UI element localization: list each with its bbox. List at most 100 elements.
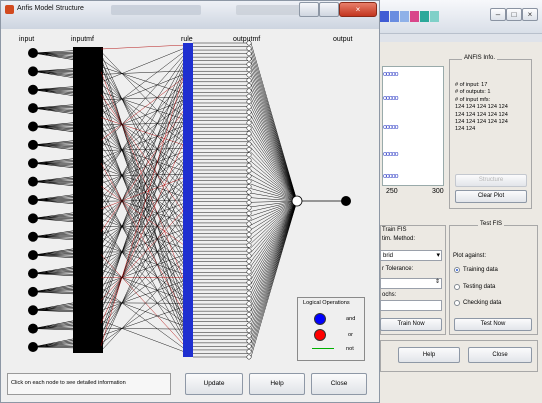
outputmf-node xyxy=(246,349,252,355)
input-node xyxy=(28,286,38,297)
mf-rule-edge xyxy=(100,148,187,151)
outputmf-sum-edge xyxy=(250,124,298,202)
plot-tick-label: 300 xyxy=(432,188,444,195)
mf-rule-edge xyxy=(100,261,187,325)
minimize-button[interactable]: – xyxy=(490,8,506,21)
mf-rule-edge xyxy=(100,135,187,291)
mf-rule-edge xyxy=(100,112,187,265)
titlebar-tab xyxy=(236,5,316,15)
matlab-icon xyxy=(5,5,14,14)
outputmf-sum-edge xyxy=(250,200,298,303)
input-node xyxy=(28,323,38,334)
maximize-button[interactable]: □ xyxy=(506,8,522,21)
outputmf-sum-edge xyxy=(250,192,298,202)
outputmf-node xyxy=(246,61,252,67)
outputmf-node xyxy=(246,274,252,280)
mf-rule-edge xyxy=(100,173,187,177)
mf-rule-edge xyxy=(100,99,187,133)
mf-rule-edge xyxy=(100,287,187,351)
mf-rule-edge xyxy=(100,53,187,237)
outputmf-node xyxy=(246,67,252,73)
help-button[interactable]: Help xyxy=(249,373,305,395)
mf-rule-edge xyxy=(100,65,187,314)
mf-rule-edge xyxy=(100,302,187,304)
outputmf-sum-edge xyxy=(250,129,298,202)
epochs-input[interactable] xyxy=(380,300,442,311)
outputmf-sum-edge xyxy=(250,83,298,202)
mf-rule-edge xyxy=(100,106,187,232)
mf-rule-edge xyxy=(100,294,187,327)
outputmf-layer-label: outputmf xyxy=(233,36,261,43)
outputmf-node xyxy=(246,51,252,57)
mf-rule-edge xyxy=(100,104,187,199)
mf-rule-edge xyxy=(100,78,187,174)
rule-layer-label: rule xyxy=(181,36,193,43)
mf-rule-edge xyxy=(100,218,187,250)
plot-marker: ooooo xyxy=(383,124,399,131)
close-icon[interactable]: × xyxy=(522,8,538,21)
and-legend-dot xyxy=(314,313,326,325)
outputmf-sum-edge xyxy=(250,200,298,312)
outputmf-sum-edge xyxy=(250,200,298,262)
error-tolerance-input[interactable]: ⇕ xyxy=(380,278,442,289)
mf-rule-edge xyxy=(100,256,187,319)
outputmf-sum-edge xyxy=(250,200,298,208)
logical-operations-title: Logical Operations xyxy=(303,300,350,306)
mf-rule-edges xyxy=(100,44,187,353)
mf-rule-edge xyxy=(100,176,187,210)
editor-help-button[interactable]: Help xyxy=(398,347,460,363)
mf-rule-edge xyxy=(100,49,187,116)
input-node xyxy=(28,342,38,352)
mf-rule-edge xyxy=(100,52,187,149)
close-button[interactable]: Close xyxy=(311,373,367,395)
mf-rule-edge xyxy=(100,68,187,346)
structure-button[interactable]: Structure xyxy=(455,174,527,187)
outputmf-sum-edge xyxy=(250,56,298,202)
outputmf-sum-edge xyxy=(250,115,298,202)
outputmf-sum-edge xyxy=(250,165,298,202)
outputmf-node xyxy=(246,173,252,179)
outputmf-sum-edge xyxy=(250,200,298,321)
outputmf-sum-edge xyxy=(250,179,298,202)
mf-rule-edge xyxy=(100,158,187,283)
test-now-button[interactable]: Test Now xyxy=(454,318,532,331)
maximize-button[interactable] xyxy=(319,2,339,17)
mf-rule-edge xyxy=(100,104,187,288)
training-data-radio[interactable] xyxy=(454,267,460,273)
mf-rule-edge xyxy=(100,229,187,322)
mf-rule-edge xyxy=(100,254,187,348)
optim-method-select[interactable]: brid ▾ xyxy=(380,250,442,261)
outputmf-sum-edge xyxy=(250,183,298,202)
anfis-info-title: ANFIS Info. xyxy=(462,55,498,61)
outputmf-node xyxy=(246,226,252,232)
plot-marker: ooooo xyxy=(383,95,399,102)
network-structure-diagram[interactable] xyxy=(1,29,379,369)
mf-rule-edge xyxy=(100,184,187,308)
outputmf-node xyxy=(246,306,252,312)
editor-close-button[interactable]: Close xyxy=(468,347,532,363)
minimize-button[interactable] xyxy=(299,2,319,17)
mf-rule-edge xyxy=(100,86,187,273)
outputmf-sum-edge xyxy=(250,197,298,202)
mf-rule-edge xyxy=(100,132,187,258)
mf-rule-edge xyxy=(100,122,187,337)
update-button[interactable]: Update xyxy=(185,373,243,395)
outputmf-sum-edge xyxy=(250,200,298,289)
outputmf-node xyxy=(246,301,252,307)
checking-data-radio[interactable] xyxy=(454,300,460,306)
clear-plot-button[interactable]: Clear Plot xyxy=(455,190,527,203)
mf-rule-edge xyxy=(100,114,187,331)
input-node xyxy=(28,250,38,261)
mf-rule-edge xyxy=(100,89,187,335)
train-now-button[interactable]: Train Now xyxy=(380,318,442,331)
outputmf-node xyxy=(246,221,252,227)
mf-rule-edge xyxy=(100,73,187,108)
logical-operations-legend xyxy=(297,297,365,361)
outputmf-sum-edge xyxy=(250,138,298,202)
input-mf-edges xyxy=(32,47,103,353)
testing-data-radio[interactable] xyxy=(454,284,460,290)
input-layer-label: input xyxy=(19,36,35,43)
mf-rule-edge xyxy=(100,101,187,166)
close-icon[interactable]: × xyxy=(339,2,377,17)
outputmf-node xyxy=(246,184,252,190)
